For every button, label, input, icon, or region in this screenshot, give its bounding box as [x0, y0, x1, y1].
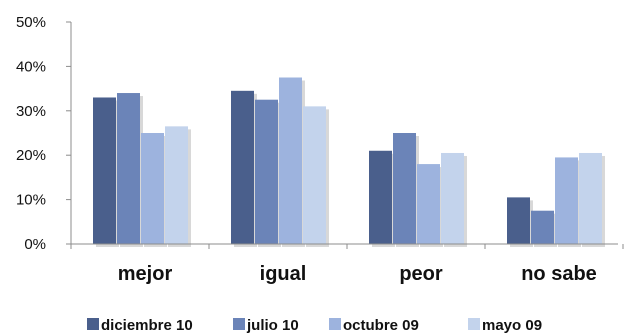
y-tick-label: 20% — [16, 147, 46, 164]
bar-julio-10-no-sabe — [531, 210, 554, 244]
bar-julio-10-mejor — [117, 93, 140, 244]
bar-octubre-09-igual — [279, 77, 302, 244]
category-label: igual — [260, 263, 307, 285]
bar-octubre-09-peor — [417, 164, 440, 244]
legend-swatch — [233, 318, 245, 330]
y-tick-label: 40% — [16, 58, 46, 75]
legend-swatch — [468, 318, 480, 330]
bar-julio-10-peor — [393, 133, 416, 244]
bar-mayo-09-igual — [303, 106, 326, 244]
y-tick-label: 50% — [16, 14, 46, 31]
bar-octubre-09-mejor — [141, 133, 164, 244]
category-label: mejor — [118, 263, 173, 285]
legend-label: mayo 09 — [482, 317, 542, 334]
bar-diciembre-10-no-sabe — [507, 197, 530, 244]
y-axis: 0% 10% 20% 30% 40% 50% — [16, 14, 72, 253]
bar-diciembre-10-mejor — [93, 97, 116, 244]
bars — [93, 77, 605, 247]
legend-swatch — [329, 318, 341, 330]
x-axis: mejor igual peor no sabe — [70, 243, 624, 285]
legend-label: julio 10 — [246, 317, 299, 334]
bar-mayo-09-no-sabe — [579, 152, 602, 244]
bar-octubre-09-no-sabe — [555, 157, 578, 244]
legend-swatch — [87, 318, 99, 330]
bar-mayo-09-peor — [441, 152, 464, 244]
y-tick-label: 10% — [16, 192, 46, 209]
legend: diciembre 10 julio 10 octubre 09 mayo 09 — [87, 317, 542, 334]
bar-diciembre-10-igual — [231, 90, 254, 244]
legend-label: octubre 09 — [343, 317, 419, 334]
category-label: peor — [399, 263, 443, 285]
y-tick-label: 0% — [24, 236, 46, 253]
bar-mayo-09-mejor — [165, 126, 188, 244]
y-tick-label: 30% — [16, 103, 46, 120]
legend-label: diciembre 10 — [101, 317, 193, 334]
category-label: no sabe — [521, 263, 597, 285]
bar-diciembre-10-peor — [369, 150, 392, 244]
bar-julio-10-igual — [255, 99, 278, 244]
